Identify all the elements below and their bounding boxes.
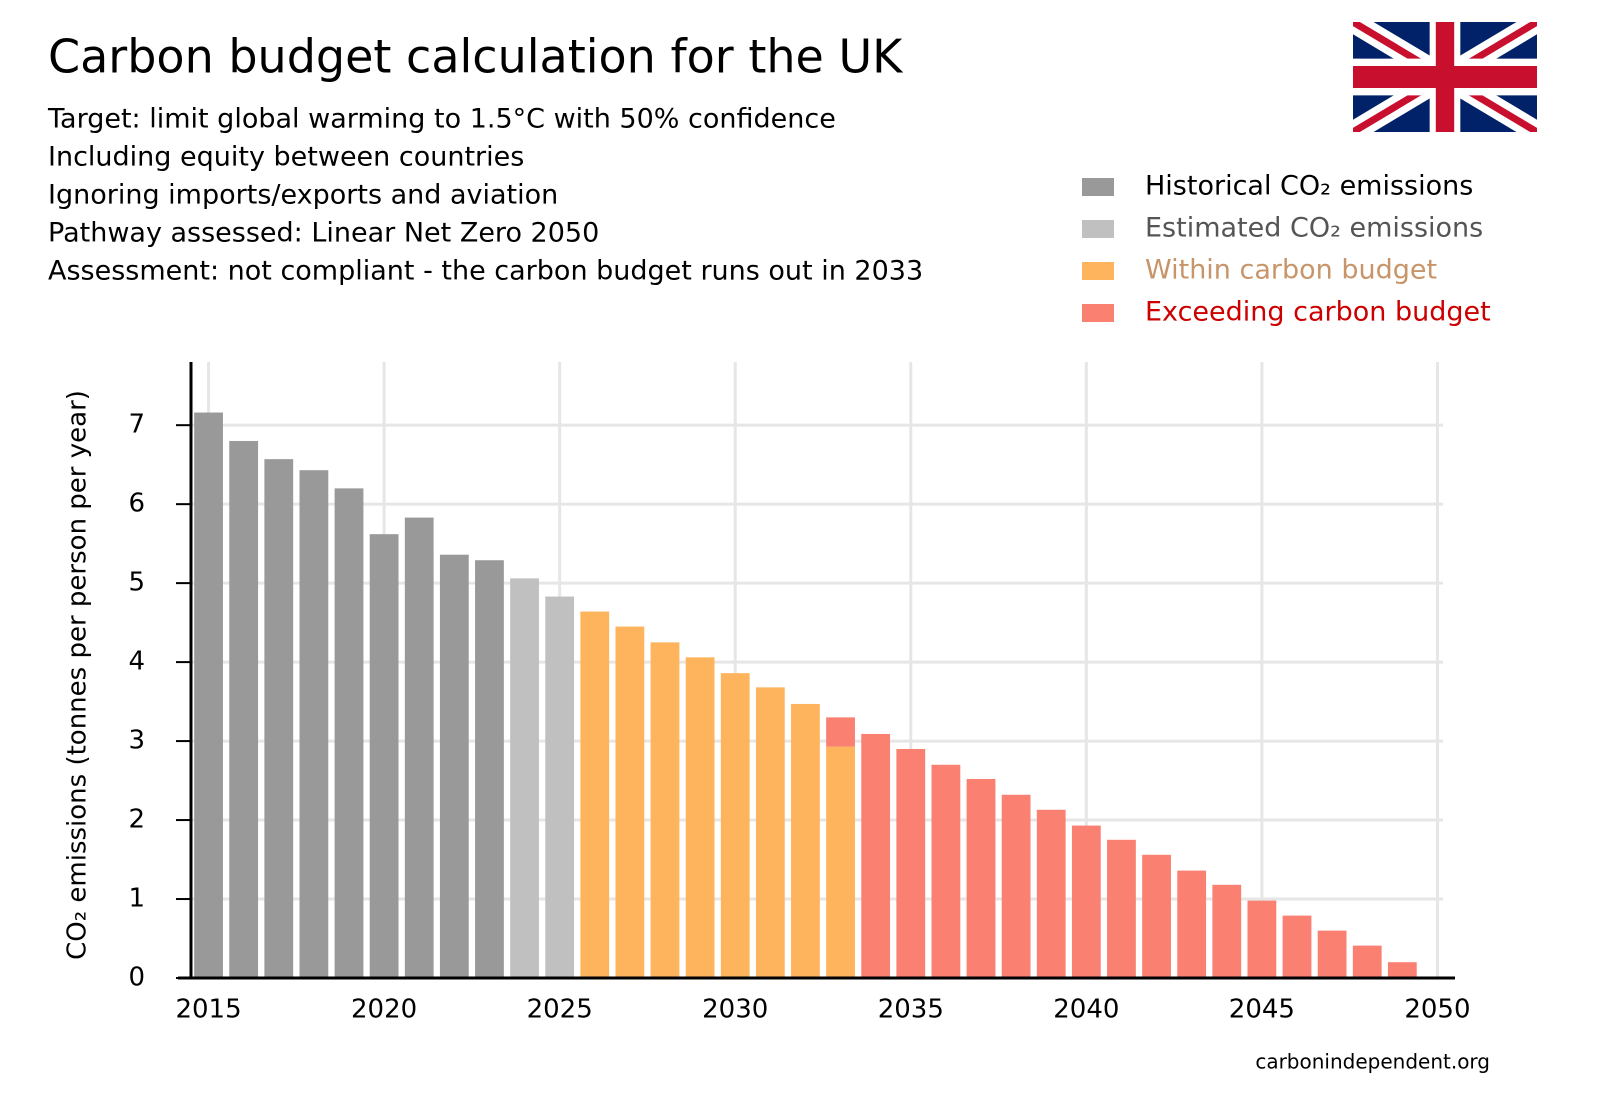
subtitle: Including equity between countries (48, 142, 524, 173)
bar-segment (1282, 915, 1312, 978)
y-axis-label: CO₂ emissions (tonnes per person per yea… (63, 390, 93, 960)
bar-segment (826, 717, 855, 747)
legend-label: Exceeding carbon budget (1145, 297, 1491, 328)
legend-label: Within carbon budget (1145, 255, 1437, 286)
x-tick-label: 2050 (1404, 995, 1470, 1025)
bar-segment (791, 703, 820, 978)
bar-segment (369, 534, 399, 978)
bar-segment (439, 554, 469, 978)
legend-label: Estimated CO₂ emissions (1145, 213, 1483, 244)
bar-segment (1212, 884, 1242, 978)
bar-segment (299, 470, 329, 978)
x-tick-label: 2015 (175, 995, 241, 1025)
bar-segment (580, 611, 610, 978)
y-tick-label: 4 (128, 647, 145, 677)
bar-segment (1387, 962, 1417, 978)
subtitle: Pathway assessed: Linear Net Zero 2050 (48, 218, 599, 249)
bar-segment (229, 440, 259, 978)
legend-swatch (1082, 262, 1114, 280)
bar-segment (650, 642, 680, 978)
y-tick-label: 7 (128, 410, 145, 440)
bar-segment (1177, 870, 1207, 978)
bar-segment (615, 626, 645, 978)
bar-segment (1142, 854, 1171, 978)
legend-swatch (1082, 178, 1114, 196)
bar-segment (475, 560, 504, 978)
bar-segment (1317, 930, 1347, 978)
x-tick-label: 2040 (1053, 995, 1119, 1025)
bar-segment (264, 459, 294, 979)
y-tick-label: 2 (128, 805, 145, 835)
y-tick-label: 0 (128, 963, 145, 993)
bar-segment (966, 778, 996, 978)
legend-swatch (1082, 304, 1114, 322)
bar-segment (404, 517, 434, 978)
legend-label: Historical CO₂ emissions (1145, 171, 1473, 202)
bar-segment (861, 733, 891, 978)
bar-segment (1247, 900, 1277, 978)
subtitle: Ignoring imports/exports and aviation (48, 180, 558, 211)
bar-segment (931, 764, 961, 978)
x-tick-label: 2035 (878, 995, 944, 1025)
x-tick-label: 2020 (351, 995, 417, 1025)
flag (1353, 22, 1537, 132)
bar-segment (755, 687, 785, 978)
bar-segment (1001, 794, 1031, 978)
bar-segment (1071, 825, 1101, 978)
x-tick-label: 2030 (702, 995, 768, 1025)
bar-segment (194, 412, 223, 978)
y-tick-label: 6 (128, 489, 145, 519)
bar-segment (1036, 809, 1066, 978)
subtitle: Assessment: not compliant - the carbon b… (48, 256, 923, 287)
y-tick-label: 3 (128, 726, 145, 756)
bar-segment (1107, 839, 1136, 978)
bar-segment (720, 673, 750, 978)
y-tick-label: 5 (128, 568, 145, 598)
bar-segment (826, 746, 855, 978)
x-tick-label: 2045 (1229, 995, 1295, 1025)
bar-segment (334, 488, 364, 978)
subtitle: Target: limit global warming to 1.5°C wi… (47, 104, 836, 135)
bar-segment (545, 596, 575, 978)
bar-segment (1352, 945, 1382, 978)
source: carbonindependent.org (1255, 1050, 1490, 1074)
y-tick-label: 1 (128, 884, 145, 914)
chart-title: Carbon budget calculation for the UK (48, 30, 904, 84)
bar-segment (685, 657, 715, 978)
x-tick-label: 2025 (527, 995, 593, 1025)
bar-segment (896, 748, 926, 978)
bar-segment (510, 578, 539, 978)
legend-swatch (1082, 220, 1114, 238)
